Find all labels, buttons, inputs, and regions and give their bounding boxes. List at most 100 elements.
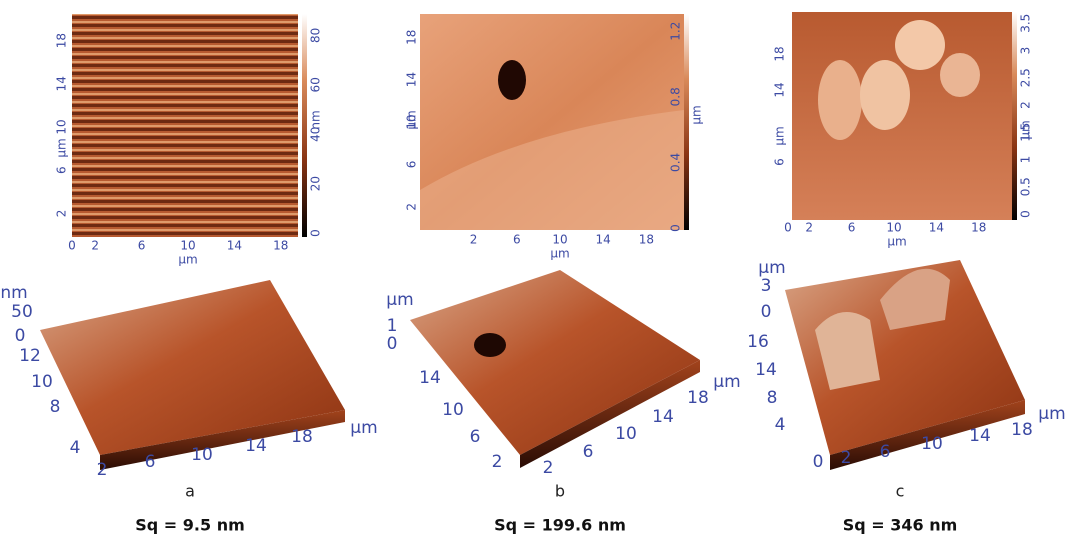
x-tick-label: 14	[245, 436, 267, 456]
roughness: Sq = 199.6 nm	[494, 516, 626, 535]
x-tick-label: 10	[886, 221, 901, 235]
y-tick-label: 14	[405, 72, 419, 87]
x-tick-label: 2	[97, 460, 108, 480]
panel-label: c	[896, 482, 905, 501]
x-axis-label: µm	[713, 372, 740, 392]
x-tick-label: 18	[1011, 420, 1033, 440]
colorbar	[1012, 12, 1017, 220]
x-tick-label: 18	[273, 239, 288, 253]
grain	[940, 53, 980, 97]
pit	[498, 60, 526, 100]
grain	[860, 60, 910, 130]
x-tick-label: 18	[687, 388, 709, 408]
colorbar-tick-label: 60	[309, 77, 323, 92]
colorbar-label: nm	[309, 110, 323, 129]
x-tick-label: 18	[971, 221, 986, 235]
colorbar-tick-label: 80	[309, 28, 323, 43]
x-tick-label: 14	[969, 426, 991, 446]
y-axis-label: µm	[55, 138, 69, 157]
y-tick-label: 14	[419, 368, 441, 388]
x-tick-label: 6	[138, 239, 146, 253]
colorbar-label: µm	[1019, 120, 1033, 139]
grain	[895, 20, 945, 70]
z-tick-label: 50	[11, 302, 33, 322]
z-tick-label: 0	[15, 326, 26, 346]
y-tick-label: 18	[55, 33, 69, 48]
colorbar	[684, 14, 689, 230]
x-tick-label: 2	[470, 233, 478, 247]
x-tick-label: 0	[68, 239, 76, 253]
colorbar-tick-label: 0.5	[1019, 177, 1033, 196]
z-tick-label: 1	[387, 316, 398, 336]
x-tick-label: 6	[880, 442, 891, 462]
y-tick-label: 12	[19, 346, 41, 366]
x-tick-label: 18	[291, 427, 313, 447]
colorbar-label: µm	[690, 105, 704, 124]
pit	[474, 333, 506, 357]
x-tick-label: 10	[921, 434, 943, 454]
roughness: Sq = 9.5 nm	[135, 516, 245, 535]
x-tick-label: 2	[841, 448, 852, 468]
x-tick-label: 0	[813, 452, 824, 472]
y-tick-label: 6	[773, 158, 787, 166]
y-tick-label: 14	[55, 76, 69, 91]
colorbar-tick-label: 0.4	[669, 153, 683, 172]
x-tick-label: 14	[652, 407, 674, 427]
grain	[818, 60, 862, 140]
z-axis-label: µm	[758, 258, 785, 278]
y-tick-label: 16	[747, 332, 769, 352]
y-axis-label: µm	[773, 126, 787, 145]
y-tick-label: 18	[405, 30, 419, 45]
x-axis-label: µm	[178, 253, 197, 267]
z-axis-label: µm	[386, 290, 413, 310]
x-axis-label: µm	[887, 235, 906, 249]
x-tick-label: 2	[543, 458, 554, 478]
x-tick-label: 6	[513, 233, 521, 247]
colorbar-tick-label: 2.5	[1019, 68, 1033, 87]
roughness: Sq = 346 nm	[843, 516, 958, 535]
y-tick-label: 14	[773, 82, 787, 97]
colorbar-tick-label: 3	[1019, 47, 1033, 55]
colorbar	[302, 14, 307, 237]
y-tick-label: 8	[767, 388, 778, 408]
y-tick-label: 6	[470, 427, 481, 447]
surface-3d	[410, 270, 700, 455]
y-axis-label: µm	[405, 110, 419, 129]
z-tick-label: 0	[387, 334, 398, 354]
x-tick-label: 18	[639, 233, 654, 247]
x-tick-label: 10	[552, 233, 567, 247]
y-tick-label: 6	[55, 166, 69, 174]
y-tick-label: 10	[31, 372, 53, 392]
x-tick-label: 6	[583, 442, 594, 462]
colorbar-tick-label: 0.8	[669, 87, 683, 106]
z-tick-label: 3	[761, 276, 772, 296]
afm-map	[72, 14, 298, 237]
panel-label: b	[555, 482, 565, 501]
x-tick-label: 10	[180, 239, 195, 253]
y-tick-label: 4	[70, 438, 81, 458]
x-tick-label: 6	[848, 221, 856, 235]
colorbar-tick-label: 0	[309, 229, 323, 237]
x-tick-label: 10	[615, 424, 637, 444]
y-tick-label: 6	[405, 161, 419, 169]
x-tick-label: 14	[227, 239, 242, 253]
y-tick-label: 4	[775, 415, 786, 435]
y-tick-label: 10	[442, 400, 464, 420]
x-tick-label: 2	[805, 221, 813, 235]
x-tick-label: 10	[191, 445, 213, 465]
x-tick-label: 14	[596, 233, 611, 247]
colorbar-tick-label: 1	[1019, 156, 1033, 164]
y-tick-label: 2	[492, 452, 503, 472]
x-axis-label: µm	[1038, 404, 1065, 424]
panel-label: a	[185, 482, 195, 501]
y-tick-label: 8	[50, 397, 61, 417]
colorbar-tick-label: 20	[309, 176, 323, 191]
y-tick-label: 2	[55, 210, 69, 218]
y-tick-label: 14	[755, 360, 777, 380]
figure: 26101418µm026101418µm020406080nmnm500121…	[0, 0, 1068, 540]
z-tick-label: 0	[761, 302, 772, 322]
colorbar-tick-label: 2	[1019, 101, 1033, 109]
x-tick-label: 14	[929, 221, 944, 235]
x-tick-label: 6	[145, 452, 156, 472]
y-tick-label: 10	[55, 119, 69, 134]
